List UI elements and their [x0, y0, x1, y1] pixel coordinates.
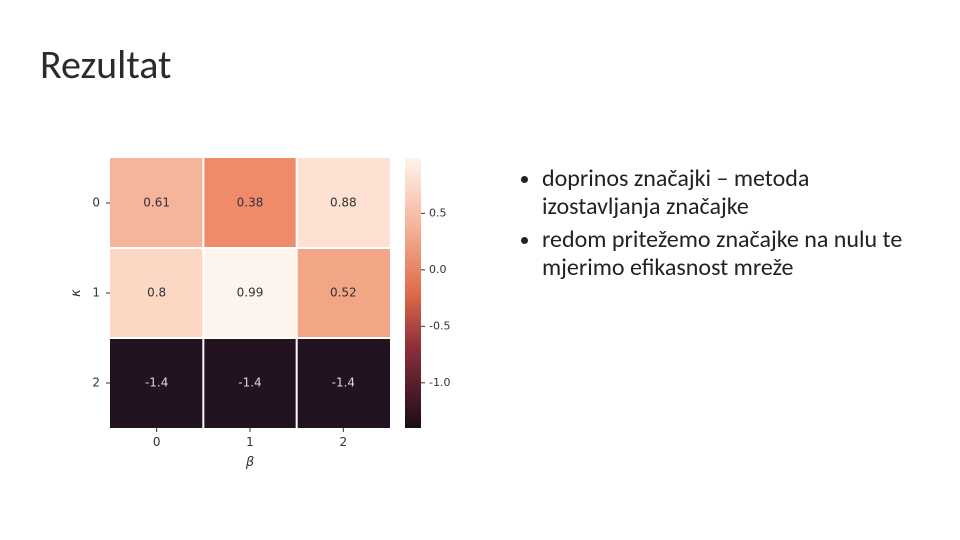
slide-title: Rezultat: [40, 40, 171, 89]
svg-text:0.5: 0.5: [429, 206, 447, 219]
svg-text:1: 1: [246, 435, 254, 449]
svg-text:2: 2: [92, 376, 100, 390]
bullet-item-2: redom pritežemo značajke na nulu te mjer…: [542, 226, 930, 283]
heatmap-chart: 0.610.380.880.80.990.52-1.4-1.4-1.401201…: [60, 150, 480, 490]
svg-text:0.99: 0.99: [237, 286, 264, 300]
svg-text:-1.0: -1.0: [429, 376, 450, 389]
svg-text:0.61: 0.61: [143, 196, 170, 210]
heatmap-svg: 0.610.380.880.80.990.52-1.4-1.4-1.401201…: [60, 150, 480, 490]
bullet-list: doprinos značajki – metoda izostavljanja…: [520, 165, 930, 286]
svg-text:0.38: 0.38: [237, 196, 264, 210]
svg-text:-0.5: -0.5: [429, 319, 450, 332]
bullet-item-1: doprinos značajki – metoda izostavljanja…: [542, 165, 930, 222]
svg-text:0.52: 0.52: [330, 286, 357, 300]
svg-text:1: 1: [92, 286, 100, 300]
svg-text:2: 2: [340, 435, 348, 449]
svg-text:-1.4: -1.4: [332, 376, 355, 390]
svg-text:0: 0: [153, 435, 161, 449]
svg-text:-1.4: -1.4: [145, 376, 168, 390]
svg-text:-1.4: -1.4: [238, 376, 261, 390]
svg-text:κ: κ: [69, 289, 84, 297]
svg-text:β: β: [245, 455, 254, 470]
svg-text:0.88: 0.88: [330, 196, 357, 210]
svg-text:0: 0: [92, 196, 100, 210]
svg-text:0.8: 0.8: [147, 286, 166, 300]
svg-text:0.0: 0.0: [429, 263, 447, 276]
